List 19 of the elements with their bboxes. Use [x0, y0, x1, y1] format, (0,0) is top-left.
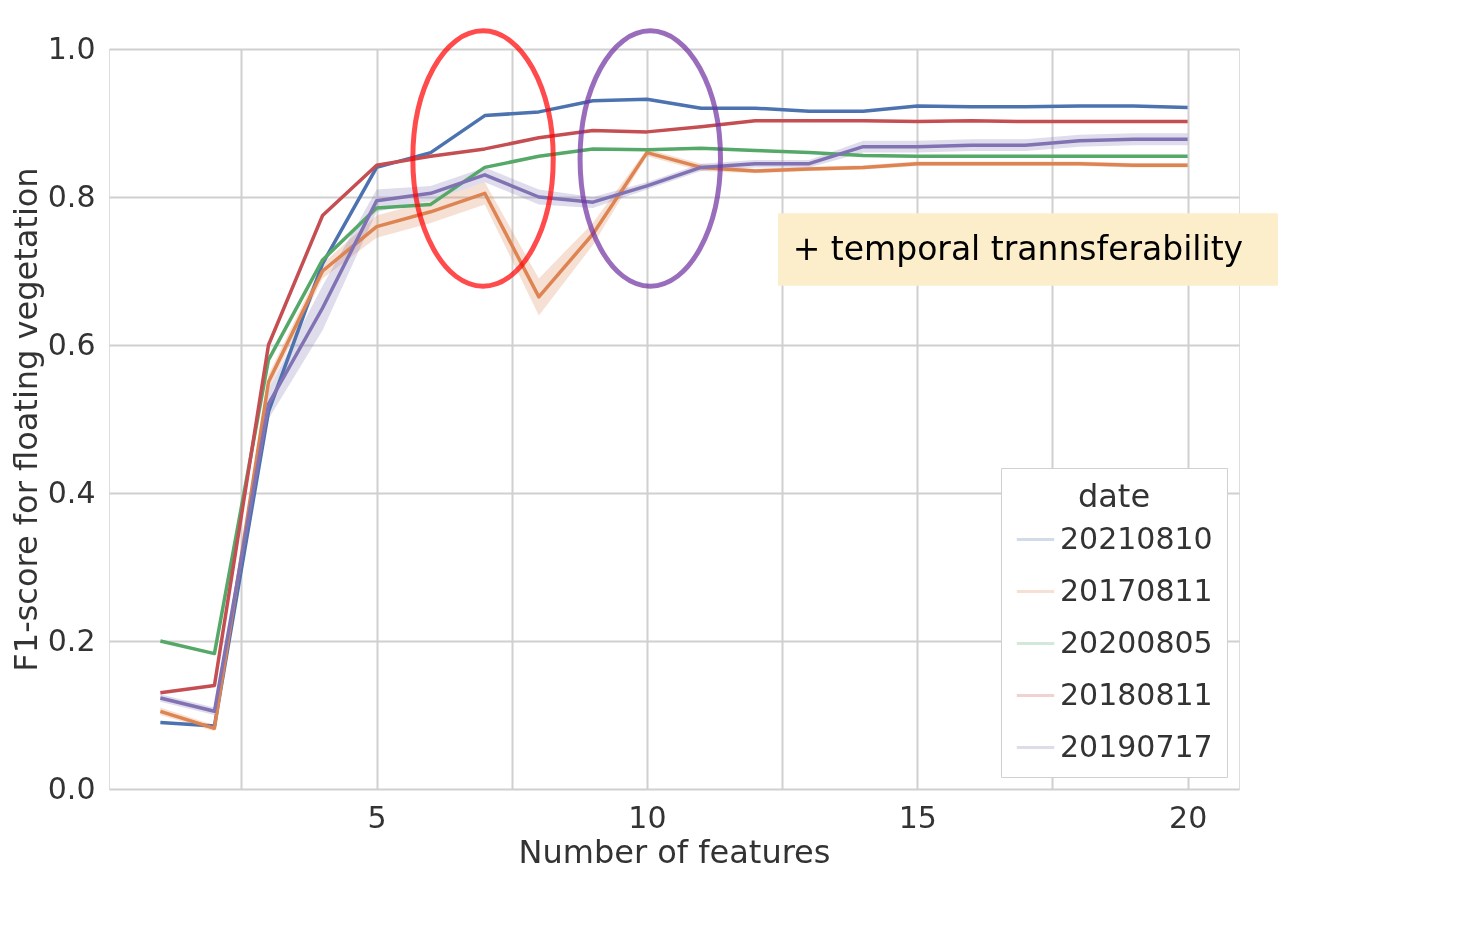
- y-tick-label: 0.0: [47, 770, 96, 806]
- x-tick-label: 20: [1169, 799, 1208, 835]
- x-tick-label: 15: [898, 799, 937, 835]
- legend-label: 20180811: [1060, 676, 1213, 712]
- legend-label: 20210810: [1060, 520, 1213, 556]
- y-axis-title: F1-score for floating vegetation: [6, 167, 45, 672]
- legend-label: 20200805: [1060, 624, 1213, 660]
- x-axis-title: Number of features: [518, 832, 831, 871]
- y-tick-label: 0.4: [47, 474, 96, 510]
- annotation: + temporal trannsferability: [792, 228, 1244, 268]
- legend-label: 20190717: [1060, 728, 1213, 764]
- y-tick-label: 0.6: [47, 326, 96, 362]
- y-tick-label: 0.8: [47, 178, 96, 214]
- legend-label: 20170811: [1060, 572, 1213, 608]
- x-tick-label: 5: [367, 799, 387, 835]
- legend-title: date: [1077, 477, 1151, 515]
- x-tick-label: 10: [628, 799, 667, 835]
- y-tick-label: 1.0: [47, 30, 96, 66]
- y-tick-label: 0.2: [47, 622, 96, 658]
